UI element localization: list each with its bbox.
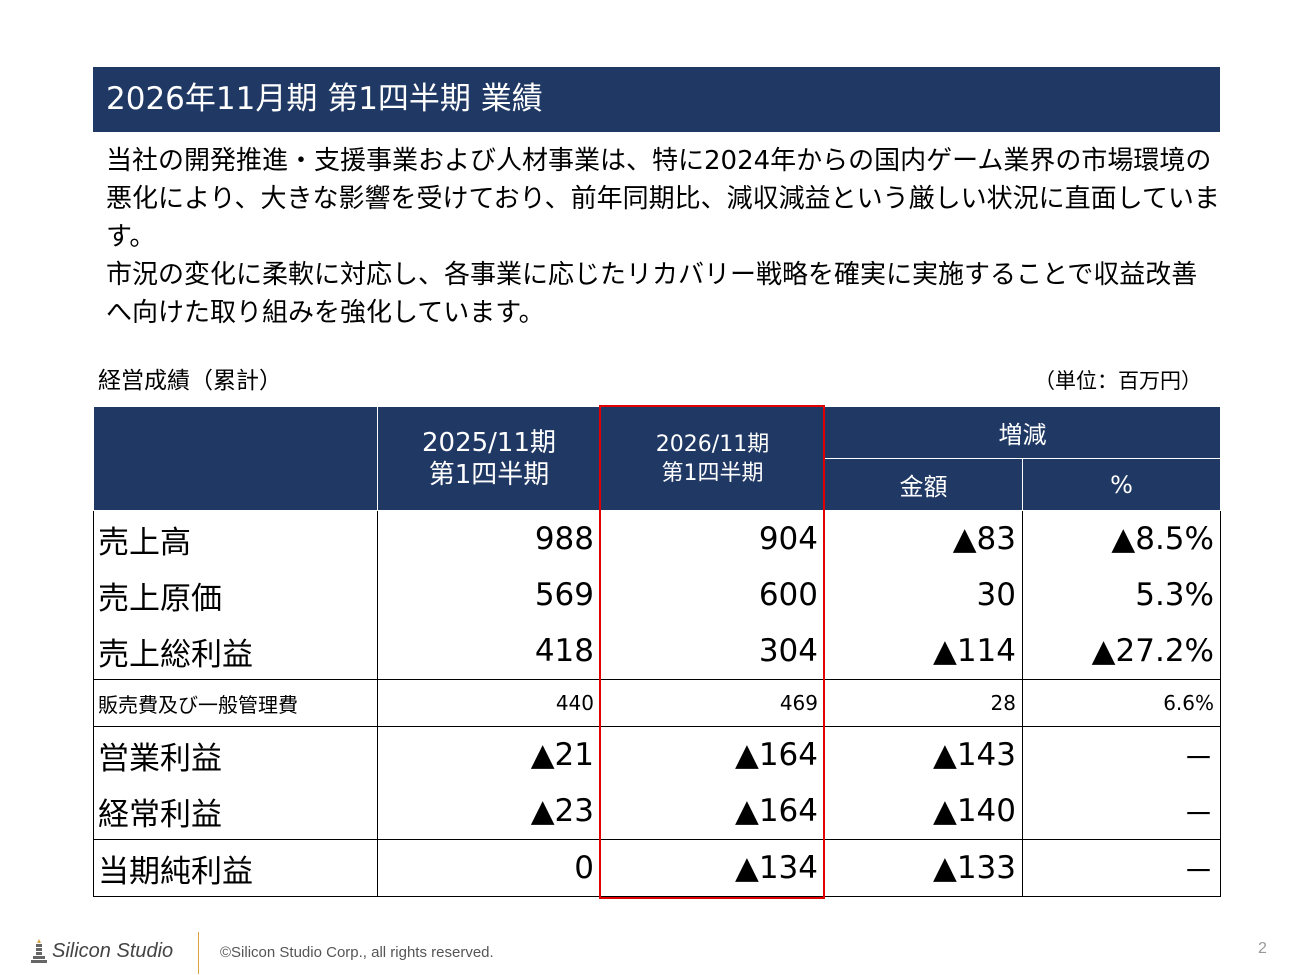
row-label: 販売費及び一般管理費 (93, 679, 378, 727)
diff-amount: ▲143 (824, 726, 1023, 783)
prev-value: 988 (377, 510, 601, 567)
curr-value: 904 (600, 510, 825, 567)
diff-percent: － (1022, 783, 1221, 840)
footer-divider (198, 932, 199, 974)
row-label: 売上高 (93, 510, 378, 567)
curr-period-label: 2026/11期 (655, 431, 770, 457)
header-prev-period: 2025/11期 第1四半期 (377, 406, 601, 511)
unit-note: （単位：百万円） (1034, 369, 1202, 393)
diff-percent: ▲8.5% (1022, 510, 1221, 567)
table-row: 販売費及び一般管理費 440 469 28 6.6% (93, 679, 1221, 727)
prev-value: 0 (377, 839, 601, 897)
diff-amount: ▲83 (824, 510, 1023, 567)
curr-value: ▲164 (600, 726, 825, 783)
diff-percent: 5.3% (1022, 567, 1221, 623)
copyright: ©Silicon Studio Corp., all rights reserv… (220, 944, 494, 961)
table-row: 売上原価 569 600 30 5.3% (93, 567, 1221, 623)
header-change: 増減 (824, 406, 1221, 459)
logo-tower-icon (31, 939, 47, 963)
prev-period-label: 2025/11期 (421, 427, 556, 458)
curr-value: ▲134 (600, 839, 825, 897)
prev-value: 569 (377, 567, 601, 623)
prev-value: ▲23 (377, 783, 601, 840)
prev-value: 440 (377, 679, 601, 727)
table-caption: 経営成績（累計） (98, 368, 282, 394)
diff-percent: － (1022, 839, 1221, 897)
intro-text: 当社の開発推進・支援事業および人材事業は、特に2024年からの国内ゲーム業界の市… (106, 142, 1220, 332)
row-label: 営業利益 (93, 726, 378, 783)
curr-value: 304 (600, 623, 825, 680)
curr-quarter-label: 第1四半期 (661, 460, 764, 486)
header-curr-period: 2026/11期 第1四半期 (600, 406, 825, 511)
table-row: 経常利益 ▲23 ▲164 ▲140 － (93, 783, 1221, 840)
table-row: 売上総利益 418 304 ▲114 ▲27.2% (93, 623, 1221, 680)
row-label: 当期純利益 (93, 839, 378, 897)
logo-text: Silicon Studio (52, 939, 174, 962)
curr-value: 469 (600, 679, 825, 727)
header-blank (93, 406, 378, 511)
results-table: 2025/11期 第1四半期 2026/11期 第1四半期 増減 金額 % 売上… (93, 406, 1221, 897)
diff-percent: 6.6% (1022, 679, 1221, 727)
row-label: 売上総利益 (93, 623, 378, 680)
row-label: 売上原価 (93, 567, 378, 623)
prev-quarter-label: 第1四半期 (428, 459, 550, 490)
prev-value: 418 (377, 623, 601, 680)
intro-paragraph-1: 当社の開発推進・支援事業および人材事業は、特に2024年からの国内ゲーム業界の市… (106, 146, 1220, 252)
table-row: 営業利益 ▲21 ▲164 ▲143 － (93, 726, 1221, 783)
header-percent: % (1022, 458, 1221, 511)
company-logo: Silicon Studio (30, 936, 173, 966)
header-amount: 金額 (824, 458, 1023, 511)
diff-amount: ▲133 (824, 839, 1023, 897)
diff-amount: 30 (824, 567, 1023, 623)
curr-value: 600 (600, 567, 825, 623)
curr-value: ▲164 (600, 783, 825, 840)
diff-percent: － (1022, 726, 1221, 783)
table-row: 当期純利益 0 ▲134 ▲133 － (93, 839, 1221, 897)
prev-value: ▲21 (377, 726, 601, 783)
diff-amount: ▲114 (824, 623, 1023, 680)
intro-paragraph-2: 市況の変化に柔軟に対応し、各事業に応じたリカバリー戦略を確実に実施することで収益… (106, 260, 1198, 328)
page-number: 2 (1258, 940, 1267, 957)
page-title: 2026年11月期 第1四半期 業績 (93, 67, 1220, 132)
diff-percent: ▲27.2% (1022, 623, 1221, 680)
row-label: 経常利益 (93, 783, 378, 840)
diff-amount: ▲140 (824, 783, 1023, 840)
table-row: 売上高 988 904 ▲83 ▲8.5% (93, 510, 1221, 567)
diff-amount: 28 (824, 679, 1023, 727)
